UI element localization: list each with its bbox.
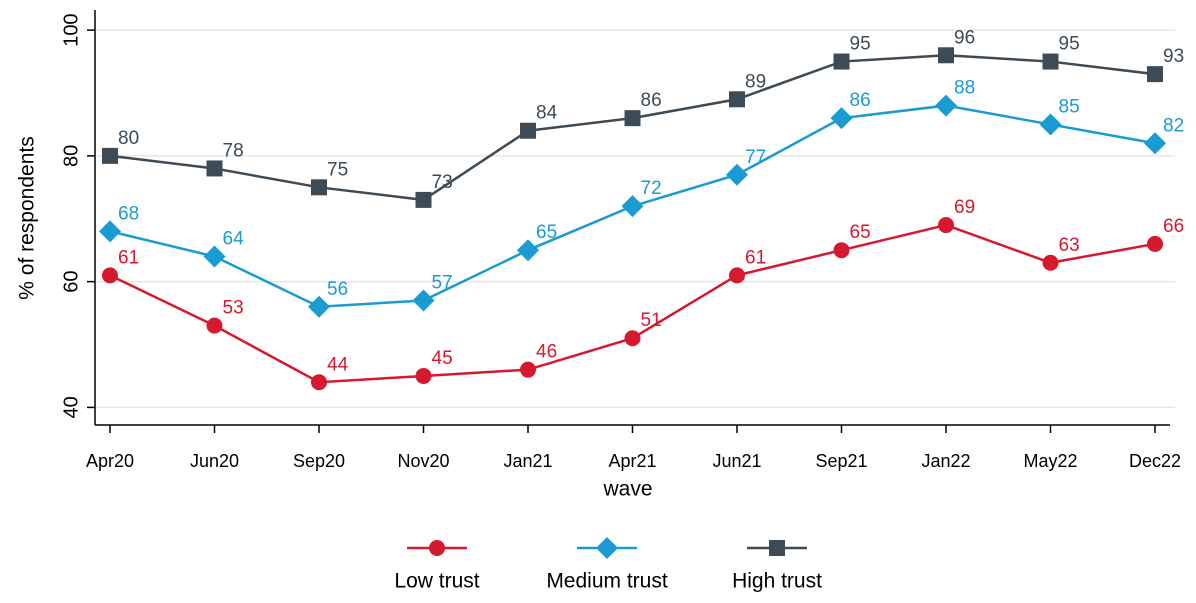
data-label: 66 [1163, 216, 1184, 237]
legend-label: Low trust [394, 570, 479, 593]
legend-label: Medium trust [546, 570, 668, 593]
point [938, 217, 954, 234]
x-tick-label: Jan21 [503, 451, 552, 471]
data-label: 68 [118, 203, 139, 224]
x-tick-label: Apr21 [608, 451, 656, 471]
point [415, 367, 432, 384]
point [621, 195, 644, 218]
point [1042, 254, 1059, 271]
data-label: 53 [223, 298, 244, 319]
data-label: 65 [850, 222, 871, 243]
point [203, 245, 226, 268]
x-tick-label: Sep20 [293, 451, 345, 471]
point [412, 289, 435, 312]
point [99, 220, 121, 243]
point [1039, 113, 1062, 136]
series-line [109, 54, 1156, 202]
point [726, 163, 748, 186]
point [415, 191, 432, 208]
data-label: 46 [536, 342, 557, 363]
point [624, 330, 641, 347]
x-tick-label: May22 [1023, 451, 1077, 471]
point [833, 242, 850, 259]
x-tick-label: Jun21 [712, 451, 761, 471]
x-axis-label: wave [602, 478, 652, 501]
point [308, 295, 330, 318]
data-label: 93 [1163, 46, 1184, 67]
data-label: 69 [954, 197, 975, 218]
data-label: 77 [745, 147, 766, 168]
data-label: 64 [223, 229, 245, 250]
data-label: 78 [223, 140, 244, 161]
data-label: 57 [432, 273, 453, 294]
data-label: 75 [327, 159, 348, 180]
legend-marker [596, 537, 618, 559]
y-tick-label: 80 [60, 145, 82, 167]
data-label: 95 [850, 34, 871, 55]
x-tick-label: Sep21 [815, 451, 867, 471]
data-label: 82 [1163, 115, 1184, 136]
point [729, 91, 745, 108]
x-tick-label: Jun20 [190, 451, 239, 471]
data-label: 80 [118, 128, 139, 149]
point [624, 110, 641, 127]
x-tick-label: Apr20 [86, 451, 134, 471]
point [833, 53, 850, 70]
data-label: 44 [327, 354, 349, 375]
point [938, 47, 954, 64]
data-label: 86 [850, 90, 871, 111]
x-tick-label: Dec22 [1129, 451, 1181, 471]
series-line [109, 223, 1156, 384]
point [935, 94, 957, 117]
point [1147, 66, 1163, 83]
point [311, 374, 327, 391]
point [517, 239, 539, 262]
x-tick-label: Nov20 [397, 451, 449, 471]
y-tick-label: 60 [60, 271, 82, 293]
point [1147, 235, 1163, 252]
point [311, 179, 327, 196]
data-label: 63 [1059, 235, 1080, 256]
legend-marker [769, 540, 785, 556]
point [102, 267, 118, 284]
point [206, 317, 223, 334]
data-label: 56 [327, 279, 348, 300]
data-label: 86 [641, 90, 662, 111]
point [206, 160, 223, 177]
point [102, 147, 118, 164]
data-label: 89 [745, 71, 766, 92]
y-tick-label: 40 [60, 396, 82, 418]
point [830, 107, 853, 130]
data-label: 45 [432, 348, 453, 369]
point [1144, 132, 1166, 155]
data-label: 96 [954, 27, 975, 48]
data-label: 85 [1059, 96, 1080, 117]
x-tick-label: Jan22 [921, 451, 970, 471]
point [520, 122, 536, 139]
point [520, 361, 536, 378]
point [1042, 53, 1059, 70]
point [729, 267, 745, 284]
data-label: 51 [641, 310, 662, 331]
data-label: 88 [954, 78, 975, 99]
legend-label: High trust [732, 570, 822, 593]
data-label: 84 [536, 103, 558, 124]
data-label: 72 [641, 178, 662, 199]
data-label: 61 [118, 247, 139, 268]
y-axis-label: % of respondents [16, 136, 39, 299]
data-label: 95 [1059, 34, 1080, 55]
y-tick-label: 100 [60, 13, 82, 46]
data-label: 73 [432, 172, 453, 193]
data-label: 65 [536, 222, 557, 243]
legend-marker [429, 540, 445, 556]
data-label: 61 [745, 247, 766, 268]
